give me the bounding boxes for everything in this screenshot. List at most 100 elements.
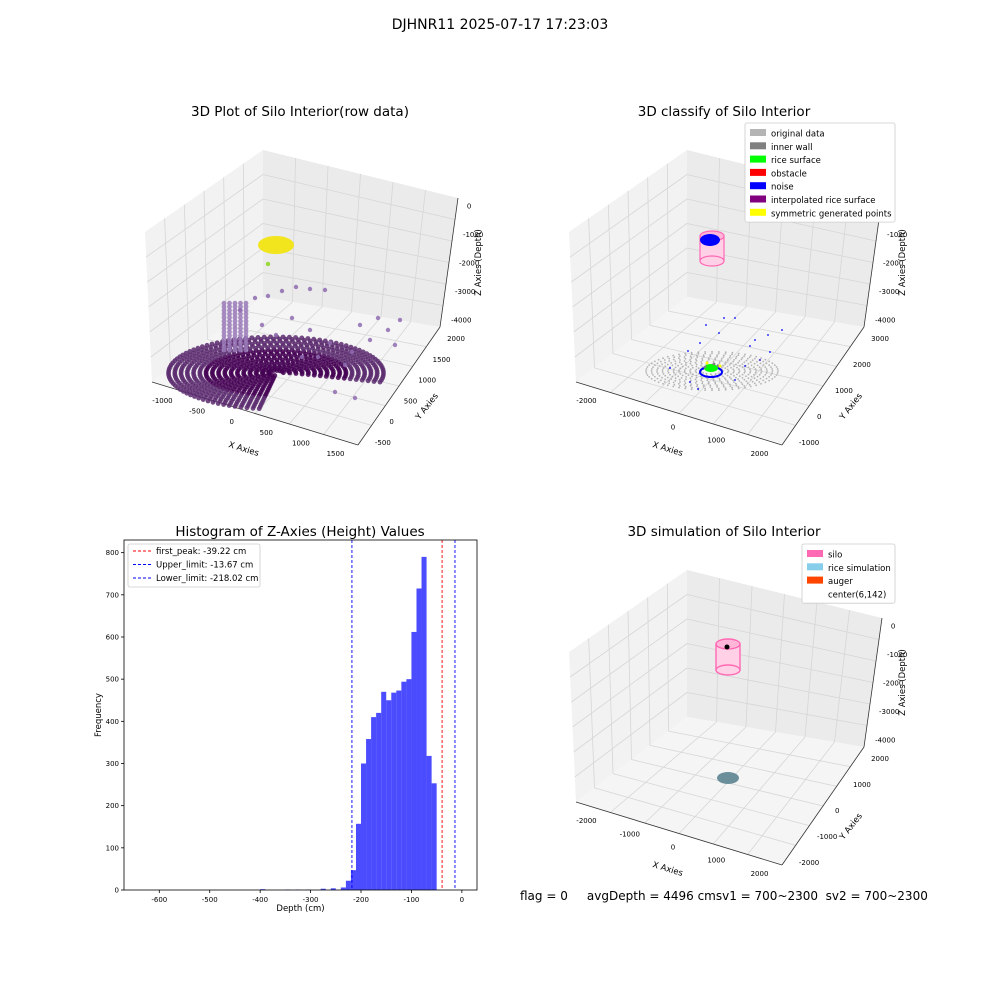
original-point [741, 383, 744, 386]
original-point [765, 362, 768, 365]
original-point [734, 357, 737, 360]
raw-point [293, 284, 299, 290]
y-tick-label: 0 [835, 807, 839, 815]
original-point [690, 379, 692, 382]
histogram-bar [376, 712, 382, 890]
original-point [749, 361, 752, 363]
original-point [677, 375, 679, 378]
original-point [745, 359, 748, 362]
legend-label: inner wall [771, 143, 812, 153]
raw-point [256, 406, 262, 412]
original-point [697, 352, 700, 355]
original-point [714, 381, 717, 384]
y-tick-label: 2000 [853, 361, 871, 369]
raw-point [377, 379, 383, 385]
original-point [768, 360, 771, 363]
grid [569, 570, 882, 865]
legend-label: rice surface [771, 156, 821, 166]
raw-point [238, 300, 243, 306]
original-point [764, 374, 767, 376]
original-point [706, 378, 709, 380]
original-point [729, 355, 732, 357]
raw-point [327, 340, 333, 346]
original-point [714, 357, 717, 360]
original-point [724, 372, 727, 375]
raw-point [221, 336, 227, 342]
raw-point [232, 300, 238, 306]
original-point [724, 377, 726, 379]
noise-point [744, 365, 746, 367]
original-point [704, 351, 706, 353]
y-tick-label: 3000 [871, 335, 889, 343]
raw-point [243, 347, 249, 353]
original-point [744, 386, 746, 389]
original-point [645, 372, 648, 374]
raw-point [371, 379, 377, 384]
legend-label: original data [771, 130, 825, 140]
raw-point [293, 335, 298, 340]
original-point [662, 357, 664, 360]
x-axis-line [575, 801, 783, 866]
raw-point [227, 311, 232, 317]
legend-frame [801, 543, 896, 604]
original-point [678, 386, 680, 389]
raw-point [227, 329, 232, 335]
original-point [673, 368, 675, 371]
original-point [673, 383, 676, 386]
y-axis-line [357, 326, 441, 446]
original-point [697, 372, 700, 375]
tick-labels: -2000 -1000 0 1000 2000 -2000 -1000 0 1000 2000 0 -… [576, 623, 907, 878]
pane-floor [576, 297, 864, 445]
y-tick-label: 0 [389, 418, 393, 426]
raw-point [227, 318, 232, 324]
original-point [768, 364, 770, 367]
original-point [743, 368, 746, 371]
raw-point [205, 398, 211, 404]
y-tick-label: 1500 [433, 356, 451, 364]
original-point [764, 381, 767, 384]
simulation-plot-title: 3D simulation of Silo Interior [627, 524, 821, 540]
z-tick-label: -1000 [887, 651, 907, 659]
original-point [722, 356, 725, 358]
original-point [689, 371, 692, 374]
raw-point [367, 337, 373, 343]
original-point [749, 370, 752, 372]
legend-swatch [750, 195, 766, 203]
original-point [710, 373, 712, 376]
histogram-bar [391, 692, 397, 890]
histogram-bar [340, 887, 346, 890]
classify-plot-title: 3D classify of Silo Interior [637, 104, 811, 120]
x-tick-label: -500 [189, 408, 205, 416]
side-grid-line [150, 272, 264, 358]
original-point [738, 368, 740, 371]
original-point [692, 373, 694, 376]
raw-point [343, 343, 349, 348]
original-point [684, 382, 687, 384]
original-point [684, 358, 687, 360]
raw-point-cloud [166, 236, 403, 412]
raw-point [243, 315, 249, 320]
original-point [760, 372, 762, 374]
histogram-bar [396, 690, 402, 890]
original-point [750, 375, 753, 378]
raw-point [243, 311, 249, 317]
original-point [695, 382, 697, 384]
raw-point [353, 377, 359, 382]
original-point [695, 376, 698, 379]
original-point [717, 352, 720, 355]
original-point [689, 368, 692, 371]
raw-point [227, 347, 232, 353]
legend-swatch [807, 576, 823, 584]
raw-point [227, 326, 232, 331]
original-point [661, 363, 663, 366]
original-point [711, 389, 713, 392]
back-grid-line [686, 272, 868, 306]
raw-point [357, 347, 362, 353]
original-point [751, 380, 754, 383]
original-point [650, 362, 653, 365]
original-point [724, 351, 727, 354]
original-point [650, 370, 653, 372]
original-point [753, 377, 756, 380]
original-point [657, 373, 659, 375]
original-point [685, 367, 687, 370]
